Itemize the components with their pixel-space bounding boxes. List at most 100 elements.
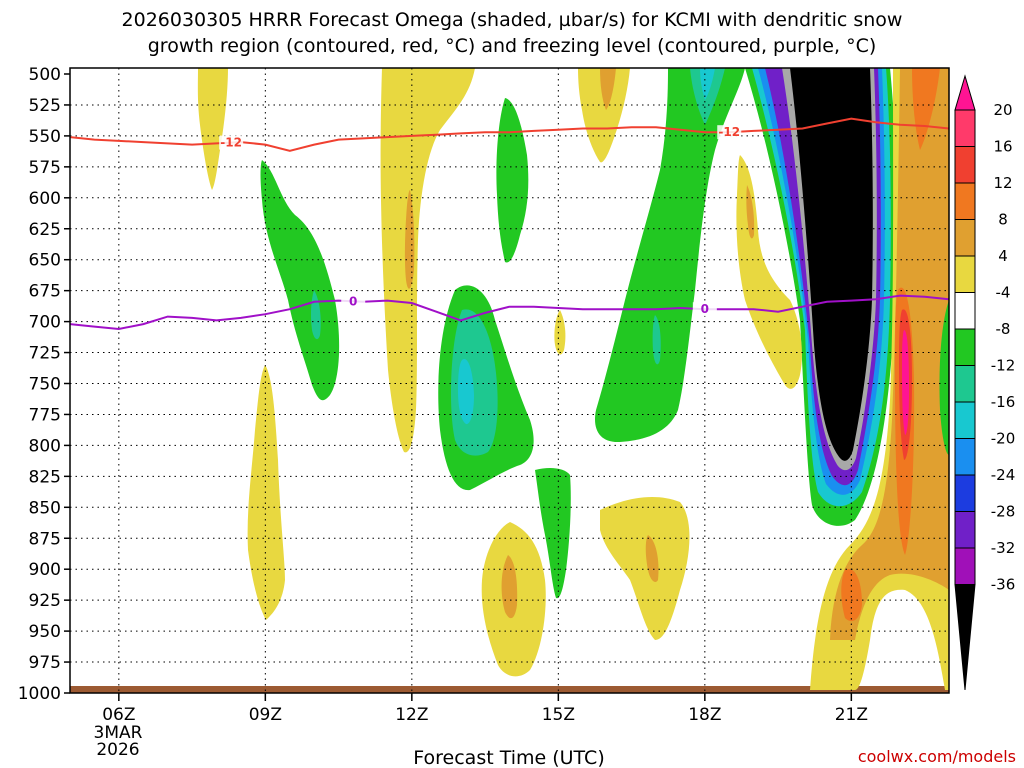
y-tick-label-600: 600 bbox=[29, 189, 61, 209]
x-tick-label-09Z: 09Z bbox=[249, 705, 282, 725]
colorbar-label--16: -16 bbox=[991, 393, 1016, 411]
contour-label-bg bbox=[692, 302, 717, 317]
colorbar: 20 16 12 8 4 -4 -8 -12 -16 -20 -24 -28 -32 -36 bbox=[954, 74, 1016, 691]
y-tick-label-775: 775 bbox=[29, 405, 61, 425]
contour-label-zero: 0 bbox=[349, 294, 357, 308]
y-tick-label-625: 625 bbox=[29, 220, 61, 240]
y-tick-label-500: 500 bbox=[29, 65, 61, 85]
upward-region-right-orange bbox=[912, 68, 940, 150]
date-label-line2: 2026 bbox=[96, 740, 139, 760]
y-tick-label-1000: 1000 bbox=[18, 684, 61, 704]
colorbar-label-12: 12 bbox=[993, 174, 1012, 192]
ascent-lobe-18z-cyan bbox=[700, 68, 715, 100]
colorbar-top-arrow bbox=[954, 74, 976, 111]
colorbar-label-20: 20 bbox=[993, 101, 1012, 119]
x-tick-label-21Z: 21Z bbox=[835, 705, 868, 725]
y-tick-label-800: 800 bbox=[29, 436, 61, 456]
ascent-lobe-13z-cyan bbox=[458, 359, 474, 425]
colorbar-label-16: 16 bbox=[993, 138, 1012, 156]
upward-area-12z bbox=[380, 68, 475, 453]
colorbar-label--4: -4 bbox=[996, 284, 1011, 302]
x-tick-label-15Z: 15Z bbox=[542, 705, 575, 725]
colorbar-label-8: 8 bbox=[998, 211, 1008, 229]
plot-frame bbox=[69, 67, 950, 694]
colorbar-label-4: 4 bbox=[998, 247, 1008, 265]
contour-label-minus12: -12 bbox=[220, 136, 242, 150]
colorbar-label--8: -8 bbox=[996, 320, 1011, 338]
y-tick-label-825: 825 bbox=[29, 467, 61, 487]
contour-lines: -12 -12 0 0 bbox=[70, 117, 949, 331]
colorbar-band-12 bbox=[954, 182, 976, 220]
colorbar-band-8 bbox=[954, 219, 976, 257]
upward-area-08z bbox=[197, 68, 228, 190]
colorbar-label--32: -32 bbox=[991, 539, 1016, 557]
x-tick-label-18Z: 18Z bbox=[688, 705, 721, 725]
contour-dendritic-minus12 bbox=[70, 117, 949, 152]
upward-area-15z-amber bbox=[600, 68, 616, 110]
omega-shading bbox=[70, 68, 949, 693]
colorbar-band--24 bbox=[954, 474, 976, 512]
contour-label-bg bbox=[219, 135, 244, 150]
colorbar-band-4 bbox=[954, 255, 976, 293]
ascent-lobe-15z bbox=[535, 467, 571, 599]
y-tick-label-525: 525 bbox=[29, 96, 61, 116]
ascent-lobe-18z bbox=[595, 68, 745, 443]
colorbar-band--16 bbox=[954, 401, 976, 439]
upward-area-12z-amber bbox=[404, 190, 415, 289]
x-axis: 06Z 09Z 12Z 15Z 18Z 21Z bbox=[102, 693, 868, 725]
upward-area-15z-small bbox=[554, 310, 566, 355]
upward-region-right-orange2 bbox=[841, 569, 862, 622]
colorbar-band-20 bbox=[954, 109, 976, 147]
colorbar-bottom-arrow bbox=[954, 584, 976, 691]
upward-area-15z-top bbox=[578, 68, 630, 163]
x-tick-label-12Z: 12Z bbox=[395, 705, 428, 725]
y-tick-label-850: 850 bbox=[29, 498, 61, 518]
ascent-lobe-18z-teal bbox=[690, 68, 725, 125]
y-tick-label-975: 975 bbox=[29, 653, 61, 673]
colorbar-band--20 bbox=[954, 438, 976, 476]
contour-label-bg bbox=[341, 294, 366, 309]
contour-label-minus12: -12 bbox=[718, 125, 740, 139]
y-tick-label-725: 725 bbox=[29, 344, 61, 364]
ground-surface bbox=[70, 686, 949, 693]
y-tick-label-750: 750 bbox=[29, 375, 61, 395]
colorbar-band--32 bbox=[954, 547, 976, 585]
upward-area-14z-amber bbox=[501, 555, 518, 619]
date-label-line1: 3MAR bbox=[94, 723, 143, 743]
y-tick-label-675: 675 bbox=[29, 282, 61, 302]
upward-area-09z bbox=[247, 365, 285, 620]
upward-region-right-pink bbox=[902, 330, 909, 435]
colorbar-label--28: -28 bbox=[991, 503, 1016, 521]
y-tick-label-925: 925 bbox=[29, 591, 61, 611]
colorbar-band--8 bbox=[954, 328, 976, 366]
x-tick-label-06Z: 06Z bbox=[102, 705, 135, 725]
chart-title-line1: 2026030305 HRRR Forecast Omega (shaded, … bbox=[122, 9, 903, 31]
y-tick-label-575: 575 bbox=[29, 158, 61, 178]
y-tick-label-550: 550 bbox=[29, 127, 61, 147]
chart-title-line2: growth region (contoured, red, °C) and f… bbox=[148, 35, 877, 57]
x-axis-label: Forecast Time (UTC) bbox=[413, 747, 604, 768]
ascent-lobe-14z bbox=[496, 98, 529, 263]
y-tick-label-700: 700 bbox=[29, 313, 61, 333]
colorbar-band-16 bbox=[954, 146, 976, 184]
ascent-lobe-18z-teal2 bbox=[652, 315, 661, 365]
colorbar-band--4 bbox=[954, 292, 976, 330]
contour-label-zero: 0 bbox=[701, 302, 709, 316]
colorbar-label--24: -24 bbox=[991, 466, 1016, 484]
y-axis: 500 525 550 575 600 625 650 675 700 725 750 775 800 8… bbox=[18, 65, 70, 704]
y-tick-label-650: 650 bbox=[29, 251, 61, 271]
right-edge-green bbox=[939, 300, 949, 455]
y-tick-label-875: 875 bbox=[29, 529, 61, 549]
contour-label-bg bbox=[717, 125, 742, 140]
upward-area-19z-amber bbox=[746, 185, 755, 239]
descent-column-black bbox=[790, 68, 873, 461]
ascent-lobe-10z bbox=[260, 160, 340, 401]
upward-region-right-amber bbox=[830, 68, 949, 640]
colorbar-label--36: -36 bbox=[991, 576, 1016, 594]
colorbar-band--12 bbox=[954, 365, 976, 403]
colorbar-label--20: -20 bbox=[991, 430, 1016, 448]
upward-area-17z bbox=[600, 496, 690, 640]
credit-text: coolwx.com/models bbox=[858, 747, 1016, 766]
upward-area-17z-amber bbox=[645, 535, 659, 582]
